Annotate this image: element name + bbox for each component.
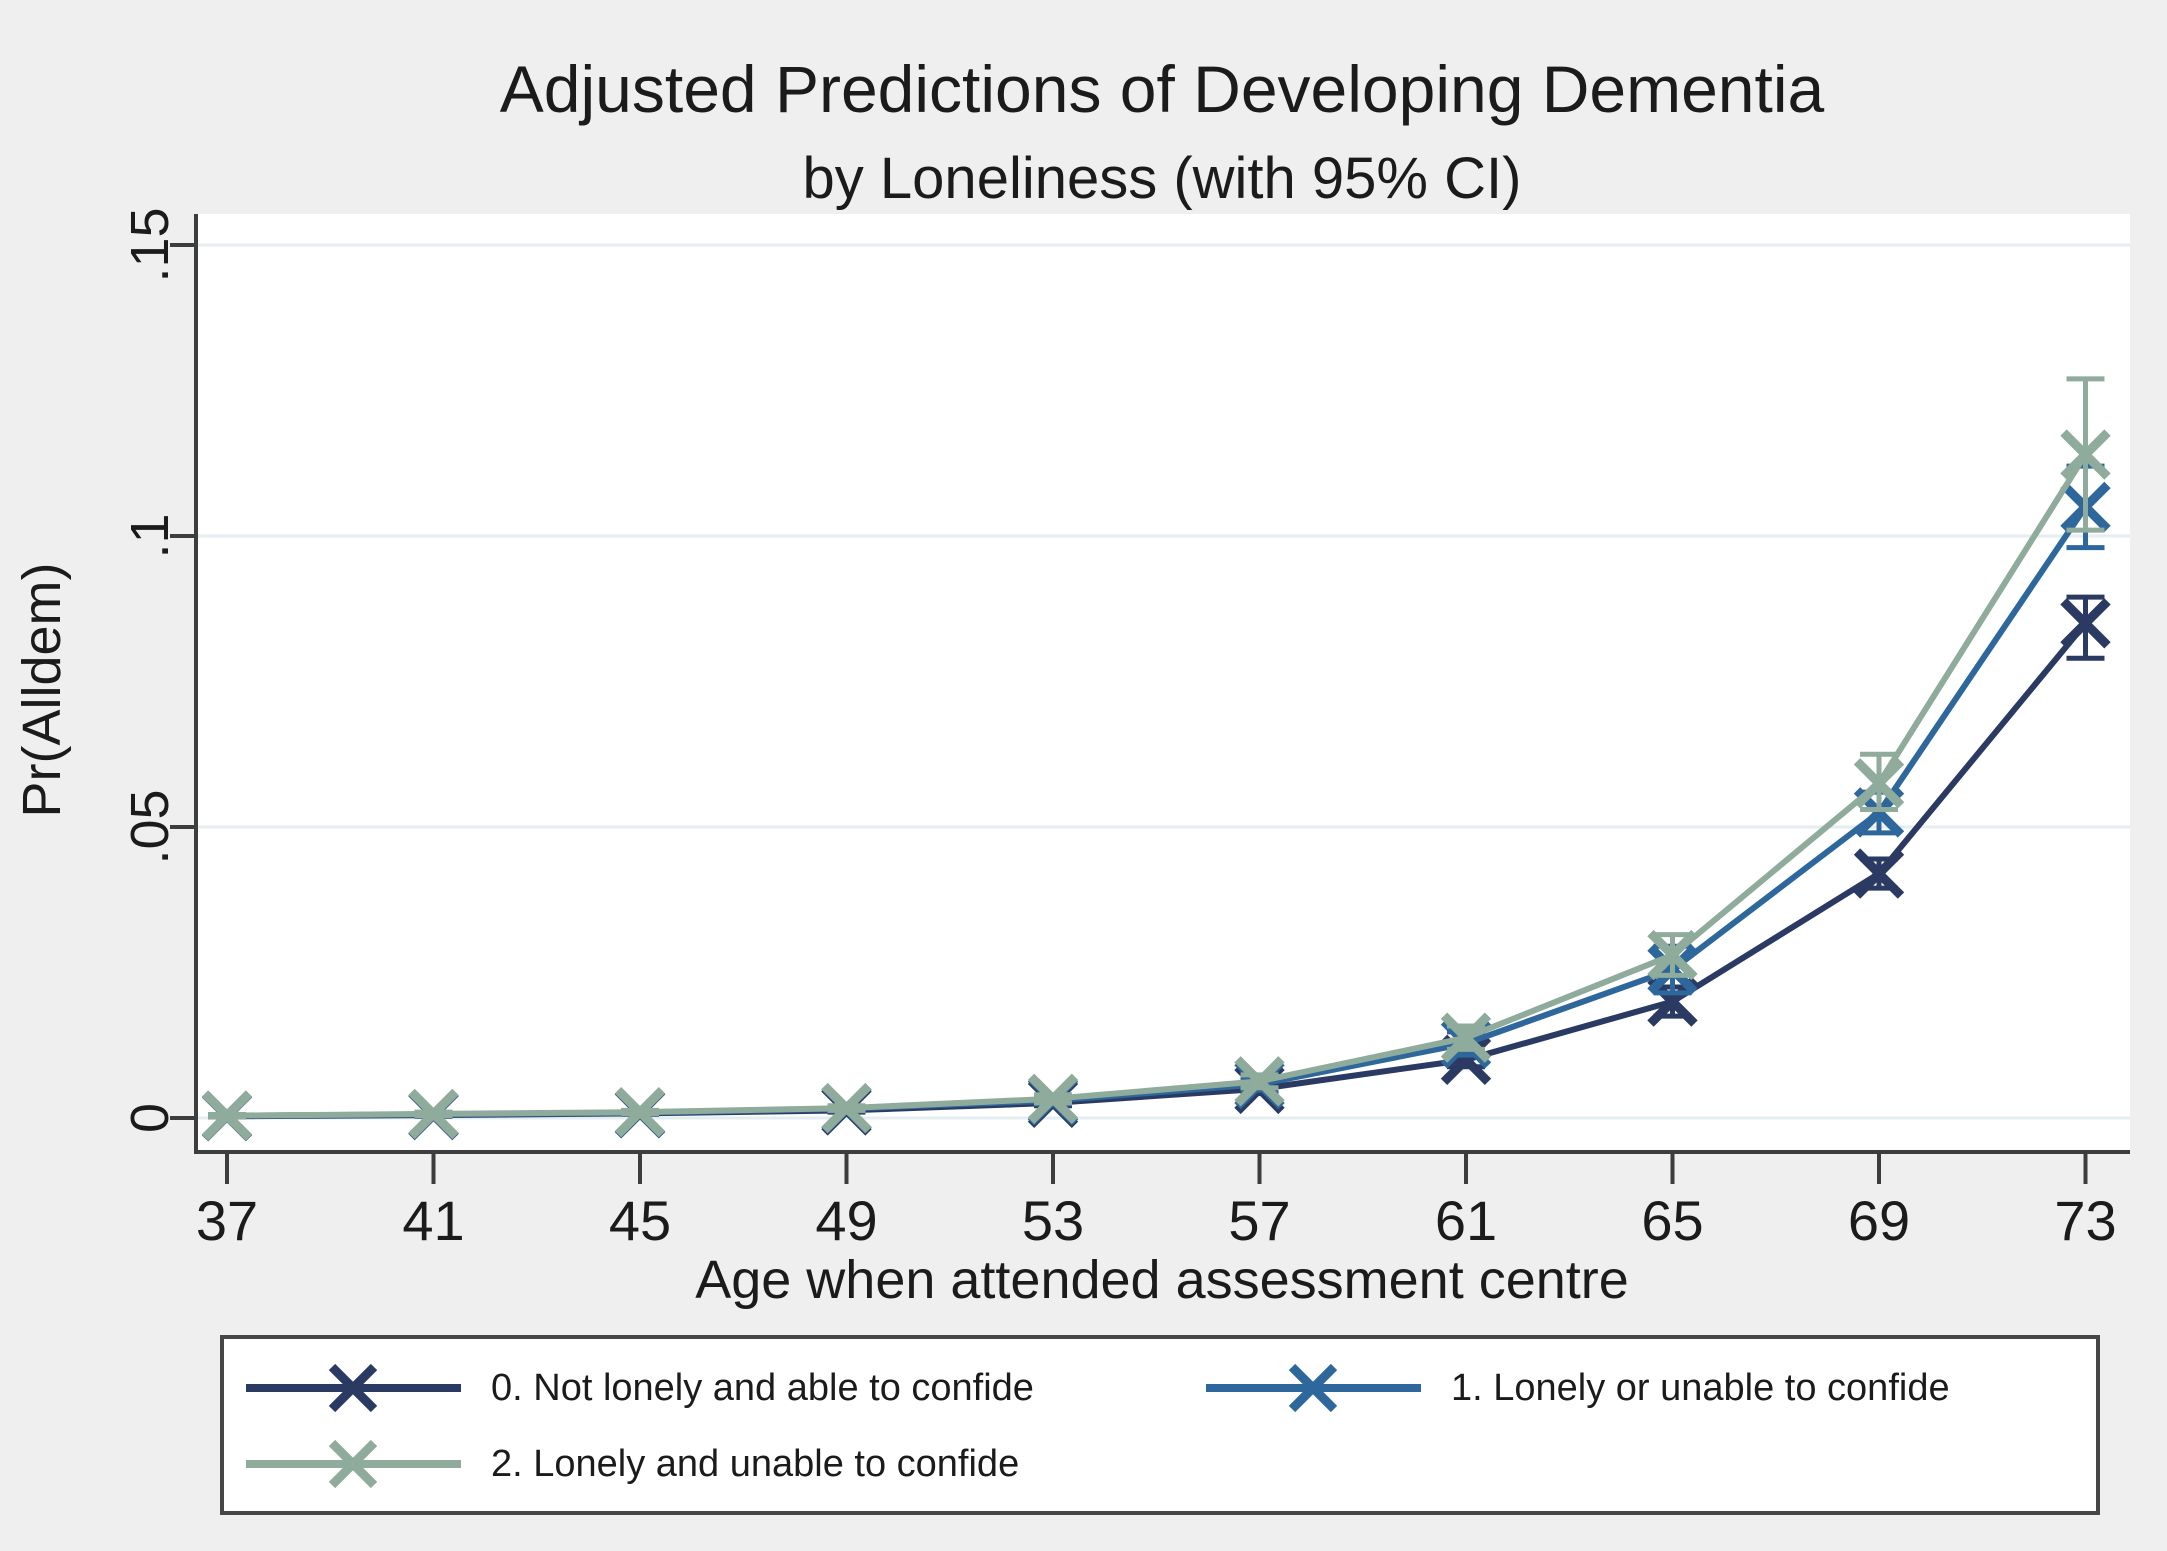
x-marker-icon: [1853, 758, 1905, 809]
y-axis-title: Pr(Alldem): [12, 562, 72, 817]
legend-entry-lonely-and-unable: 2. Lonely and unable to confide: [246, 1439, 1019, 1489]
series-line: [226, 452, 2089, 1119]
legend-line-x-icon: [246, 1363, 461, 1413]
x-tick-label: 49: [815, 1189, 877, 1252]
x-tick-label: 53: [1022, 1189, 1084, 1252]
x-marker-icon: [1440, 1012, 1492, 1063]
x-marker-icon: [2060, 598, 2111, 649]
legend-entry-not-lonely: 0. Not lonely and able to confide: [246, 1363, 1034, 1413]
x-marker-icon: [1647, 929, 1698, 981]
x-marker-icon: [1440, 1034, 1492, 1085]
legend-entry-lonely-or-unable: 1. Lonely or unable to confide: [1206, 1363, 1950, 1413]
x-tick-label: 61: [1435, 1189, 1497, 1252]
x-tick-label: 69: [1848, 1189, 1910, 1252]
y-tick-label: 0: [120, 1103, 180, 1133]
chart-subtitle: by Loneliness (with 95% CI): [803, 146, 1522, 211]
legend-label: 2. Lonely and unable to confide: [491, 1443, 1020, 1485]
x-marker-icon: [1853, 848, 1905, 899]
x-axis-title: Age when attended assessment centre: [695, 1250, 1629, 1310]
x-marker-icon: [821, 1082, 872, 1134]
x-marker-icon: [408, 1088, 459, 1140]
x-tick-label: 65: [1641, 1189, 1703, 1252]
x-marker-icon: [1234, 1056, 1285, 1107]
x-marker-icon: [2060, 429, 2111, 480]
legend-label: 1. Lonely or unable to confide: [1451, 1367, 1950, 1409]
x-marker-icon: [1027, 1073, 1079, 1124]
x-tick-label: 57: [1228, 1189, 1290, 1252]
y-tick-label: .1: [120, 513, 180, 558]
legend-line-x-icon: [246, 1439, 461, 1489]
legend: 0. Not lonely and able to confide 1. Lon…: [220, 1335, 2100, 1515]
y-tick-label: .05: [120, 789, 180, 864]
x-tick-label: 37: [196, 1189, 258, 1252]
x-tick-label: 45: [609, 1189, 671, 1252]
plot-background: [196, 214, 2130, 1152]
series-2: [201, 376, 2111, 1141]
chart-title: Adjusted Predictions of Developing Demen…: [500, 52, 1825, 126]
gridlines: [196, 243, 2130, 1120]
x-marker-icon: [614, 1086, 666, 1138]
ticks-layer: 0 .05 .1 .15 37 41 45 49 53 57 61 65 69 73: [120, 207, 2117, 1252]
x-tick-label: 41: [402, 1189, 464, 1252]
legend-label: 0. Not lonely and able to confide: [491, 1367, 1034, 1409]
x-marker-icon: [201, 1090, 253, 1141]
legend-line-x-icon: [1206, 1363, 1421, 1413]
x-tick-label: 73: [2054, 1189, 2116, 1252]
y-tick-label: .15: [120, 207, 180, 282]
series-layer: [201, 376, 2111, 1142]
